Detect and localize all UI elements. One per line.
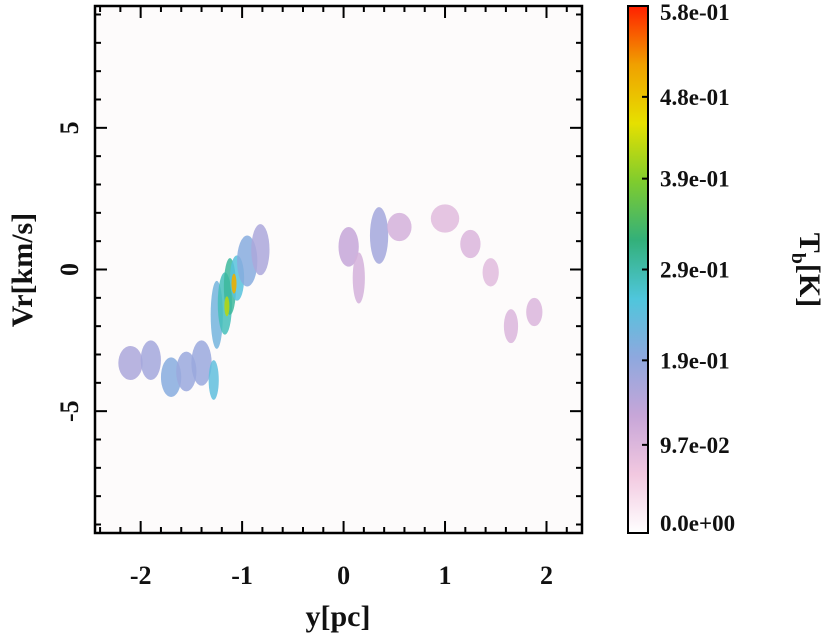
- emission-blob: [387, 212, 412, 242]
- colorbar-tick-label: 0.0e+00: [660, 511, 735, 536]
- emission-blob: [460, 229, 481, 259]
- x-axis-label: y[pc]: [306, 600, 371, 633]
- y-axis-label: Vr[km/s]: [6, 213, 39, 327]
- colorbar-label-unit: [K]: [793, 264, 826, 307]
- y-tick-labels: -5 0 5: [55, 121, 84, 422]
- emission-blob: [251, 224, 270, 276]
- colorbar-tick-label: 5.8e-01: [660, 0, 730, 25]
- emission-layer: [118, 204, 543, 400]
- colorbar-tick-labels: 0.0e+00 9.7e-02 1.9e-01 2.9e-01 3.9e-01 4.8e-…: [660, 0, 735, 536]
- plot-frame: [93, 4, 584, 535]
- y-tick-label: 5: [55, 121, 84, 134]
- emission-blob: [369, 207, 389, 264]
- y-tick-label: -5: [55, 400, 84, 422]
- emission-blob: [140, 340, 161, 380]
- emission-peak: [231, 273, 237, 294]
- emission-blob: [160, 357, 182, 397]
- x-tick-labels: -2 -1 0 1 2: [130, 561, 553, 590]
- colorbar-ticks: [642, 5, 648, 534]
- emission-blob: [482, 258, 499, 287]
- emission-blob: [526, 297, 543, 327]
- emission-blob: [208, 360, 219, 400]
- x-tick-label: -2: [130, 561, 152, 590]
- peak-layer: [224, 273, 237, 317]
- colorbar-tick-label: 9.7e-02: [660, 433, 730, 458]
- colorbar-tick-label: 3.9e-01: [660, 167, 730, 192]
- colorbar-label-main: T: [793, 233, 826, 253]
- colorbar-tick-label: 2.9e-01: [660, 258, 730, 283]
- y-tick-label: 0: [55, 263, 84, 276]
- x-tick-label: 2: [540, 561, 553, 590]
- colorbar-label-sub: b: [787, 253, 809, 264]
- emission-blob: [430, 204, 460, 233]
- colorbar-tick-label: 4.8e-01: [660, 85, 730, 110]
- emission-blob: [176, 351, 197, 392]
- plot-background: [95, 6, 582, 533]
- x-tick-label: -1: [231, 561, 253, 590]
- emission-blob: [191, 340, 212, 386]
- colorbar-tick-label: 1.9e-01: [660, 348, 730, 373]
- x-tick-label: 0: [337, 561, 350, 590]
- emission-peak: [224, 296, 230, 317]
- emission-blob: [118, 346, 143, 380]
- x-tick-label: 1: [439, 561, 452, 590]
- emission-blob: [338, 227, 359, 267]
- emission-blob: [352, 252, 365, 304]
- colorbar-label: Tb[K]: [787, 233, 826, 307]
- emission-blob: [503, 309, 519, 344]
